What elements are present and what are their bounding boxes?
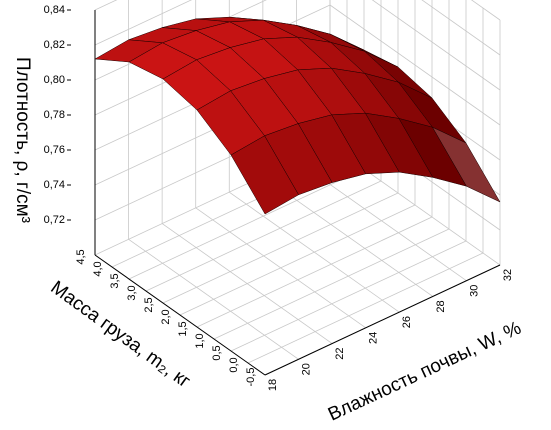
axis-line [94,254,266,376]
floor-grid-line [128,168,365,280]
y-tick-label: 3,0 [126,285,138,300]
z-tick-label: 0,84 [44,4,65,16]
x-tick-label: 18 [267,379,279,391]
back-grid-line [94,0,193,46]
y-tick-label: 2,0 [160,309,172,324]
z-tick-label: 0,76 [44,144,65,156]
x-tick-label: 22 [334,347,346,359]
z-tick-label: 0,74 [44,179,65,191]
x-tick-label: 24 [368,332,380,344]
floor-grid-line [145,180,382,292]
x-axis-title: Влажность почвы, W, % [325,318,525,426]
y-tick-label: 1,0 [194,333,206,348]
surface-cell [230,135,299,215]
floor-grid-line [179,204,416,316]
y-tick-label: 4,0 [92,261,104,276]
z-tick-label: 0,82 [44,39,65,51]
back-grid-line [94,0,118,11]
z-tick-label: 0,72 [44,214,65,226]
y-tick-label: 0,5 [211,345,223,360]
y-tick-label: 2,5 [143,297,155,312]
floor-grid-line [196,216,433,328]
y-tick-label: -0,5 [245,368,257,387]
floor-grid-line [230,240,467,352]
z-tick-label: 0,80 [44,74,65,86]
y-tick-label: 3,5 [109,273,121,288]
z-tick-label: 0,78 [44,109,65,121]
x-tick-label: 26 [401,316,413,328]
x-tick-label: 28 [435,300,447,312]
y-tick-label: 4,5 [75,249,87,264]
floor-grid-line [162,192,399,304]
x-tick-label: 30 [468,285,480,297]
x-tick-label: 20 [300,363,312,375]
y-tick-label: 0,0 [228,357,240,372]
y-tick-label: 1,5 [177,321,189,336]
side-grid-line [421,0,501,56]
y-axis-title: Масса груза, m₂, кг [47,277,195,392]
axis-line [264,264,501,376]
x-tick-label: 32 [502,269,514,281]
z-axis-title: Плотность, ρ, г/см³ [12,57,33,223]
floor-grid-line [247,252,484,364]
floor-grid-line [213,228,450,340]
